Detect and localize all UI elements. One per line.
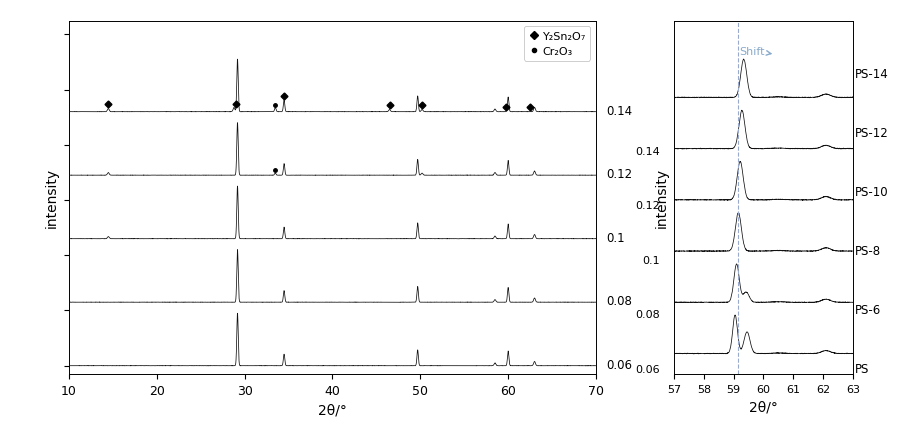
Y-axis label: intensity: intensity — [655, 168, 668, 228]
Text: 0.12: 0.12 — [635, 201, 659, 211]
Text: PS-8: PS-8 — [855, 244, 880, 257]
Text: 0.08: 0.08 — [635, 310, 659, 319]
Text: 0.1: 0.1 — [642, 255, 659, 265]
Text: 0.14: 0.14 — [635, 147, 659, 157]
Text: PS-14: PS-14 — [855, 68, 889, 81]
Text: PS-6: PS-6 — [855, 303, 881, 316]
X-axis label: 2θ/°: 2θ/° — [749, 399, 778, 413]
Text: PS: PS — [855, 362, 869, 375]
X-axis label: 2θ/°: 2θ/° — [318, 402, 347, 416]
Y-axis label: intensity: intensity — [44, 168, 59, 228]
Text: Shift: Shift — [739, 47, 771, 57]
Text: 0.06: 0.06 — [635, 364, 659, 374]
Text: PS-12: PS-12 — [855, 127, 889, 140]
Text: PS-10: PS-10 — [855, 185, 889, 198]
Legend: Y₂Sn₂O₇, Cr₂O₃: Y₂Sn₂O₇, Cr₂O₃ — [524, 27, 591, 61]
